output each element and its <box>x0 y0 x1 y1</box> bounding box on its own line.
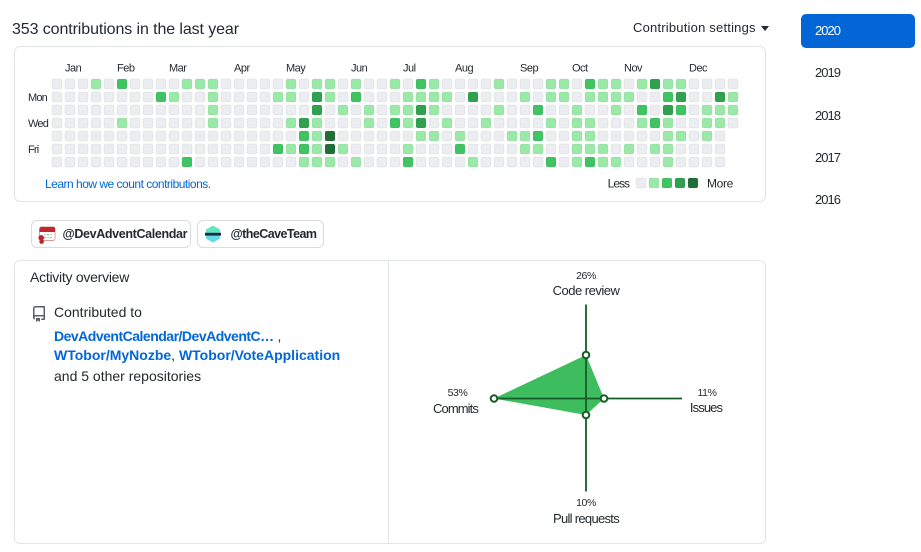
svg-text:Feb: Feb <box>117 63 135 75</box>
svg-text:Nov: Nov <box>624 63 643 75</box>
svg-text:Sep: Sep <box>520 63 538 75</box>
svg-text:Mar: Mar <box>169 63 187 75</box>
svg-text:Less: Less <box>608 177 630 191</box>
svg-text:Fri: Fri <box>28 144 39 156</box>
svg-text:Commits: Commits <box>433 401 479 416</box>
svg-text:Jul: Jul <box>403 63 416 75</box>
svg-text:26%: 26% <box>576 270 596 282</box>
svg-text:Dec: Dec <box>689 63 708 75</box>
svg-text:Code review: Code review <box>553 283 621 298</box>
svg-text:Jun: Jun <box>351 63 368 75</box>
svg-text:May: May <box>286 63 306 75</box>
svg-text:10%: 10% <box>576 497 596 509</box>
svg-text:Issues: Issues <box>690 400 724 415</box>
svg-text:11%: 11% <box>697 387 716 399</box>
svg-text:Mon: Mon <box>28 92 48 104</box>
svg-text:53%: 53% <box>448 387 468 399</box>
svg-text:Pull requests: Pull requests <box>553 511 620 526</box>
svg-text:Oct: Oct <box>572 63 588 75</box>
svg-text:Aug: Aug <box>455 63 473 75</box>
svg-text:More: More <box>707 177 734 191</box>
svg-text:Wed: Wed <box>28 118 49 130</box>
svg-text:Jan: Jan <box>65 63 82 75</box>
svg-text:Apr: Apr <box>234 63 250 75</box>
